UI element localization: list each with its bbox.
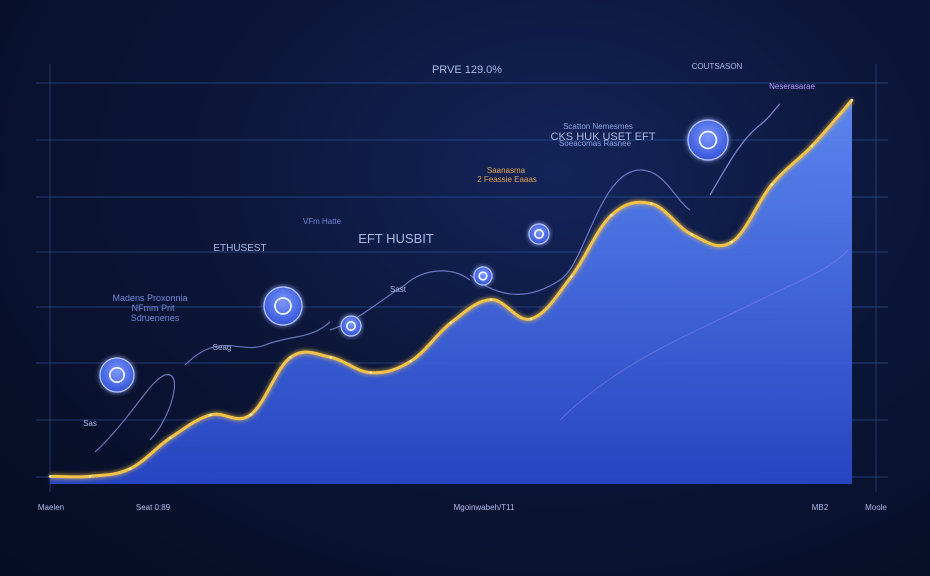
data-point (329, 356, 332, 359)
coin-circle (341, 316, 361, 336)
data-point (610, 214, 613, 217)
data-point (49, 475, 52, 478)
annotation-label: Sas (83, 419, 97, 428)
chart-title: PRVE 129.0% (432, 64, 502, 76)
data-point (650, 202, 653, 205)
x-axis-ticks: Maelen Seat 0:89 Mgoinwabeh/T11 MB2 Moole (38, 503, 888, 512)
data-point (169, 437, 172, 440)
data-point (570, 275, 573, 278)
annotation-label: EFT HUSBIT (358, 231, 434, 246)
annotation-label: Seag (213, 343, 232, 352)
coin-icon (474, 267, 492, 285)
annotation-label: 2 Feassie Eaaas (477, 175, 537, 184)
coin-circle (264, 287, 302, 325)
data-point (530, 318, 533, 321)
data-point (730, 241, 733, 244)
chart-title-group: PRVE 129.0% (432, 64, 502, 76)
annotation-label: VFm Hatte (303, 217, 342, 226)
annotation-label: Neserasarae (769, 82, 815, 91)
annotation-label: Scatton Nemesmes (563, 122, 633, 131)
coin-circle (688, 120, 728, 160)
x-tick-label: Moole (865, 503, 887, 512)
coin-icon (100, 358, 134, 392)
annotation-label: Sdruenenes (131, 313, 180, 323)
data-point (851, 99, 854, 102)
annotation-label: Soeacomas Rasnee (559, 139, 632, 148)
data-point (209, 414, 212, 417)
annotation-label: Saanasma (487, 166, 526, 175)
data-point (249, 414, 252, 417)
data-point (811, 145, 814, 148)
annotation-label: Madens Proxonnia (112, 293, 187, 303)
coin-icon (341, 316, 361, 336)
coin-icon (688, 120, 728, 160)
data-point (450, 321, 453, 324)
data-point (89, 475, 92, 478)
x-tick-label: Maelen (38, 503, 64, 512)
x-tick-label: MB2 (812, 503, 829, 512)
annotation-label: NFmm Prit (132, 303, 175, 313)
data-point (771, 183, 774, 186)
x-tick-label: Mgoinwabeh/T11 (454, 503, 515, 512)
x-tick-label: Seat 0:89 (136, 503, 171, 512)
annotation-label: ETHUSEST (213, 243, 266, 254)
data-point (410, 360, 413, 363)
annotation-label: COUTSASON (692, 62, 743, 71)
coin-circle (100, 358, 134, 392)
data-point (690, 233, 693, 236)
data-point (490, 298, 493, 301)
data-point (129, 467, 132, 470)
coin-circle (474, 267, 492, 285)
data-point (370, 371, 373, 374)
coin-circle (529, 224, 549, 244)
data-point (289, 356, 292, 359)
annotation-label: Sast (390, 285, 407, 294)
coin-icon (529, 224, 549, 244)
coin-icon (264, 287, 302, 325)
